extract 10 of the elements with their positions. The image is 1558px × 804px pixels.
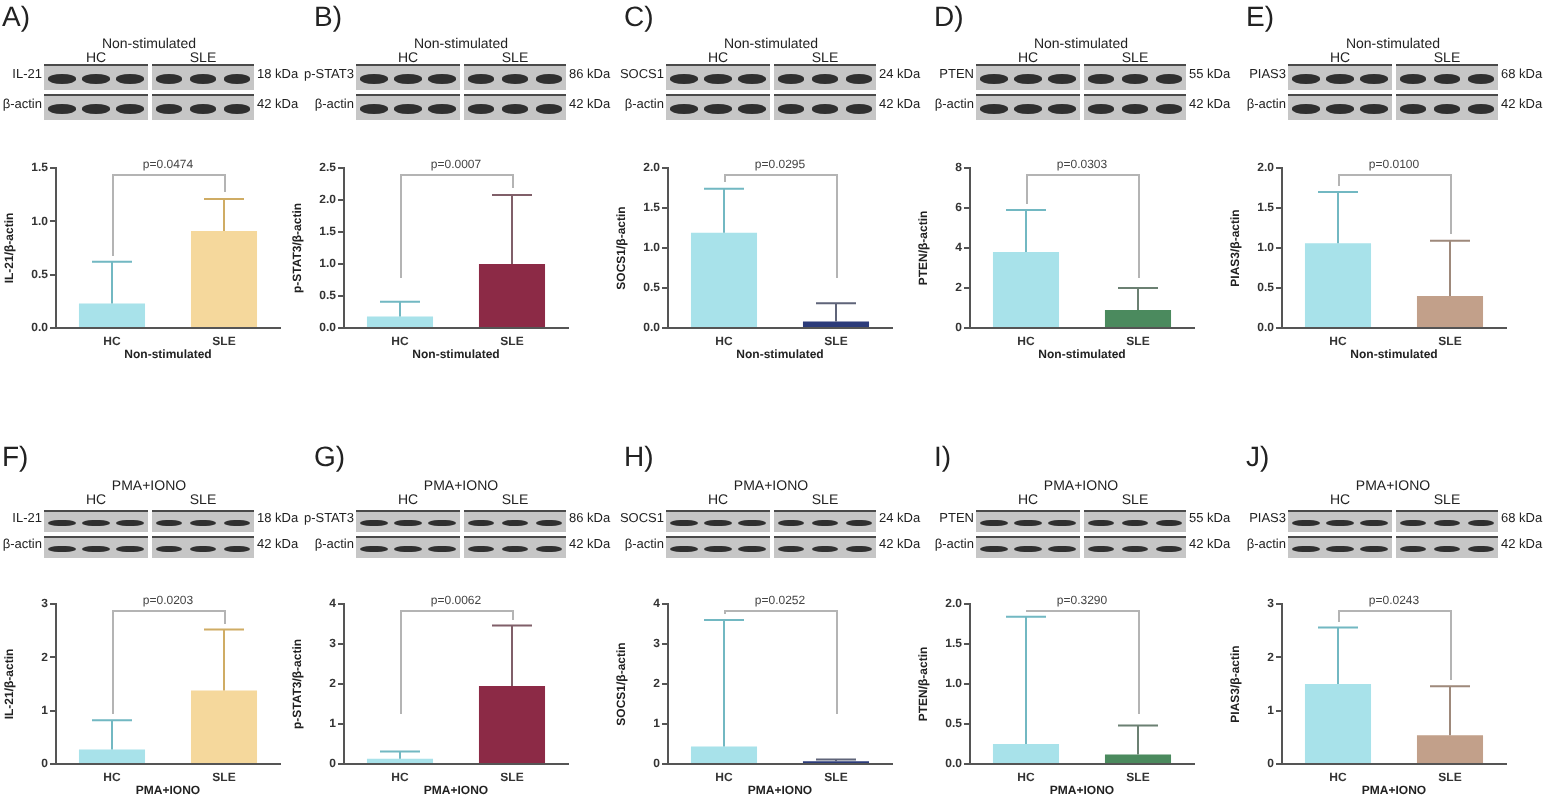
chart-title: A)	[2, 0, 30, 32]
chart-title: I)	[934, 440, 952, 472]
chart-title: E)	[1246, 0, 1274, 32]
chart-title: G)	[314, 440, 346, 472]
chart-title: D)	[934, 0, 964, 32]
chart-title: H)	[624, 440, 654, 472]
chart-title: F)	[2, 440, 29, 472]
chart-title: J)	[1246, 440, 1270, 472]
chart-title: C)	[624, 0, 654, 32]
chart-title: B)	[314, 0, 342, 32]
